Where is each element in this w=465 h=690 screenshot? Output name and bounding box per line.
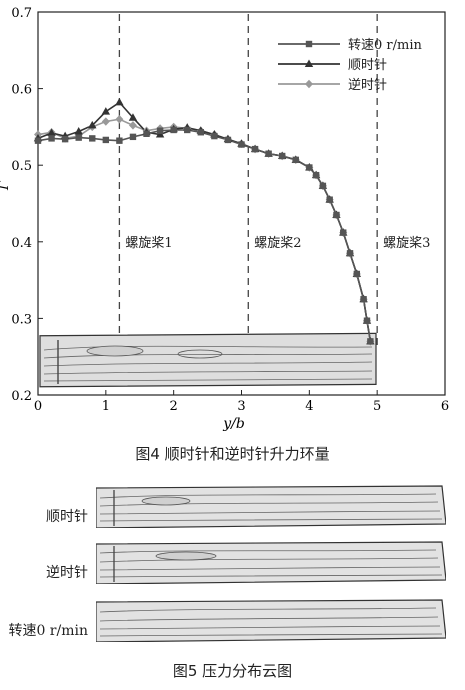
series-marker-diamond [101,117,110,126]
series-marker-square [34,137,42,144]
series-marker-square [61,135,69,143]
series-marker-square [312,171,320,179]
series-marker-square [224,136,232,144]
series-marker-square [129,133,137,141]
contour-panel-zero-rpm [96,598,446,642]
series-marker-square [170,126,177,134]
figure-5-caption: 图5 压力分布云图 [172,662,293,680]
lift-circulation-chart: 0.2 0.3 0.4 0.5 0.6 0.7 0 1 2 3 4 5 6 Γ y/b 转速0 r/m… [0,6,449,432]
series-marker-square [305,40,313,48]
series-marker-square [292,156,299,164]
series-marker-square [75,134,82,141]
series-marker-square [353,270,361,278]
series-marker-square [326,196,333,203]
series-marker-square [279,152,286,160]
propeller-labels: 螺旋桨1 螺旋桨2 螺旋桨3 [125,235,430,251]
series-marker-triangle [74,126,83,135]
propeller-label: 螺旋桨3 [383,235,430,251]
series-marker-square [333,211,340,219]
y-tick-label: 0.7 [11,6,32,21]
contour-label-counterclockwise: 逆时针 [46,565,88,581]
series-marker-square [116,137,123,144]
y-tick-label: 0.6 [11,83,32,98]
contour-panel-counterclockwise [96,540,446,584]
x-axis-ticks: 0 1 2 3 4 5 6 [34,390,449,414]
legend-label: 顺时针 [348,58,387,73]
wing-pressure-inset [39,332,377,388]
series-marker-square [197,129,204,136]
y-axis-label: Γ [0,180,12,191]
series-marker-square [48,135,55,142]
series-marker-square [251,145,259,153]
series-marker-diamond [305,79,313,89]
series-marker-triangle [47,128,56,137]
contour-label-zero-rpm: 转速0 r/min [8,623,88,639]
series-marker-diamond [128,121,137,130]
figure-4-caption: 图4 顺时针和逆时针升力环量 [135,445,330,463]
y-tick-label: 0.4 [11,236,32,251]
x-tick-label: 0 [34,399,42,414]
series-marker-triangle [304,59,314,67]
series-marker-square [156,127,164,134]
series-marker-square [211,132,218,140]
x-tick-label: 6 [441,399,449,414]
series-marker-square [238,141,245,148]
pressure-contour-figure: 顺时针 逆时针 转速0 r/min [0,478,465,648]
y-tick-label: 0.5 [11,159,32,174]
propeller-label: 螺旋桨1 [125,235,172,251]
x-tick-label: 5 [373,399,381,414]
series-marker-square [265,150,272,157]
series-marker-square [360,296,367,303]
series-marker-square [319,182,327,190]
propeller-label: 螺旋桨2 [254,235,301,251]
series-marker-square [367,338,374,345]
x-tick-label: 4 [305,399,313,414]
series-marker-square [184,126,191,134]
x-tick-label: 1 [102,399,110,414]
series-markers [33,97,375,346]
series-marker-triangle [101,107,111,115]
series-marker-square [89,135,96,142]
series-marker-triangle [88,120,97,129]
contour-panel-clockwise [96,484,446,528]
contour-label-clockwise: 顺时针 [46,509,88,525]
series-marker-triangle [128,113,138,121]
series-marker-square [346,250,354,257]
series-marker-square [363,317,371,324]
series-marker-square [340,229,347,236]
y-tick-label: 0.3 [11,312,32,327]
legend-label: 逆时针 [348,77,387,93]
legend-label: 转速0 r/min [348,38,422,53]
y-axis-ticks: 0.2 0.3 0.4 0.5 0.6 0.7 [11,6,43,404]
series-marker-square [306,164,313,171]
series-marker-square [102,136,110,144]
x-tick-label: 3 [237,399,245,414]
x-tick-label: 2 [170,399,178,414]
propeller-dashed-lines [118,14,378,346]
series-marker-square [143,130,150,137]
series-marker-diamond [115,115,124,124]
series-marker-triangle [115,97,124,106]
x-axis-label: y/b [222,416,245,432]
y-tick-label: 0.2 [11,389,32,404]
